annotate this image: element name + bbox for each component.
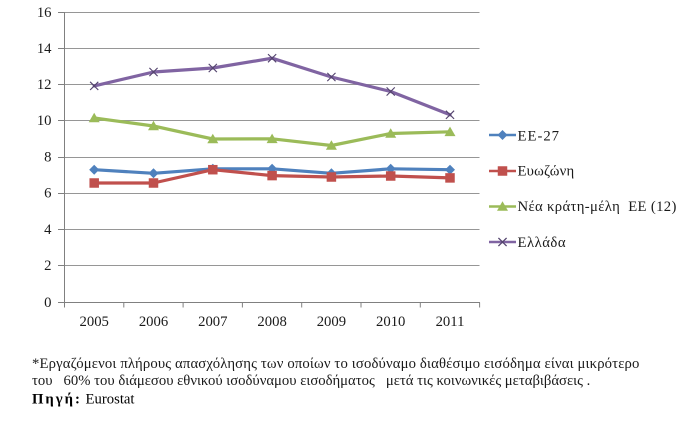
svg-text:ΕΕ-27: ΕΕ-27 bbox=[518, 129, 561, 145]
svg-text:0: 0 bbox=[44, 295, 51, 311]
svg-text:2: 2 bbox=[44, 258, 51, 274]
svg-text:4: 4 bbox=[44, 222, 52, 238]
svg-text:12: 12 bbox=[37, 77, 52, 93]
svg-text:14: 14 bbox=[37, 41, 52, 57]
svg-text:2008: 2008 bbox=[257, 314, 286, 330]
svg-text:Νέα κράτη-μέλη ΕΕ (12): Νέα κράτη-μέλη ΕΕ (12) bbox=[518, 199, 677, 215]
svg-text:Ελλάδα: Ελλάδα bbox=[518, 235, 567, 251]
svg-text:10: 10 bbox=[37, 113, 52, 129]
svg-text:16: 16 bbox=[37, 5, 52, 21]
svg-text:Ευωζώνη: Ευωζώνη bbox=[518, 164, 575, 180]
svg-text:2007: 2007 bbox=[198, 314, 227, 330]
svg-text:*Εργαζόμενοι πλήρους απασχόλησ: *Εργαζόμενοι πλήρους απασχόλησης των οπο… bbox=[32, 356, 640, 372]
svg-text:2006: 2006 bbox=[139, 314, 168, 330]
svg-text:2009: 2009 bbox=[317, 314, 346, 330]
svg-text:2010: 2010 bbox=[376, 314, 405, 330]
svg-text:του 60% του διάμεσου εθνικού: του 60% του διάμεσου εθνικού ισοδύναμου … bbox=[32, 373, 590, 389]
svg-text:8: 8 bbox=[44, 149, 51, 165]
svg-text:Πηγή: Eurostat: Πηγή: Eurostat bbox=[32, 392, 135, 408]
svg-text:2011: 2011 bbox=[436, 314, 465, 330]
svg-text:2005: 2005 bbox=[80, 314, 109, 330]
svg-text:6: 6 bbox=[44, 186, 51, 202]
